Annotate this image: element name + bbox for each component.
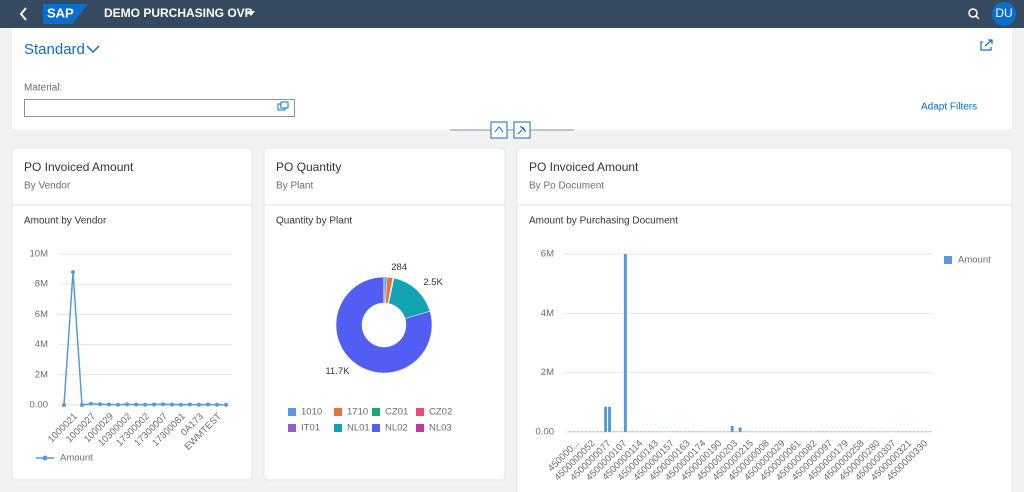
data-label: 11.7K	[325, 366, 350, 377]
legend-swatch	[334, 424, 342, 432]
y-tick-label: 0.00	[536, 427, 555, 438]
back-button[interactable]	[19, 7, 27, 21]
search-icon[interactable]	[968, 8, 978, 18]
y-tick-label: 2M	[35, 369, 48, 380]
legend-swatch	[288, 424, 296, 432]
data-label: 2.5K	[423, 277, 443, 288]
y-tick-label: 6M	[541, 249, 554, 260]
y-tick-label: 10M	[30, 249, 49, 260]
shell-bar	[0, 0, 1024, 28]
card-subtitle: By Plant	[276, 181, 313, 192]
y-tick-label: 2M	[541, 367, 554, 378]
variant-name[interactable]: Standard	[24, 41, 85, 58]
legend-label: NL02	[385, 423, 408, 434]
bar	[623, 254, 627, 432]
legend-label: Amount	[60, 453, 93, 464]
legend-dot	[42, 455, 48, 461]
card-subtitle: By Vendor	[24, 181, 71, 192]
y-tick-label: 8M	[35, 279, 48, 290]
point	[197, 402, 201, 407]
point	[224, 402, 228, 407]
card	[263, 147, 506, 481]
point	[62, 403, 66, 407]
point	[161, 402, 165, 407]
avatar-text: DU	[995, 6, 1012, 20]
legend-label: CZ01	[385, 407, 408, 418]
legend-swatch	[288, 408, 296, 416]
slice	[335, 276, 433, 374]
chart-title: Amount by Purchasing Document	[529, 216, 678, 227]
logo-text: SAP	[47, 5, 74, 20]
legend-label: 1710	[347, 407, 368, 418]
y-tick-label: 6M	[35, 309, 48, 320]
bar	[738, 427, 742, 432]
point	[206, 402, 210, 407]
legend-swatch	[372, 424, 380, 432]
legend-label: Amount	[958, 255, 991, 266]
point	[89, 401, 93, 406]
legend-swatch	[334, 408, 342, 416]
point	[179, 402, 183, 407]
point	[215, 402, 219, 407]
card	[516, 147, 1013, 492]
point	[134, 402, 138, 407]
search-icon-handle	[975, 15, 980, 20]
legend-swatch	[372, 408, 380, 416]
share-icon[interactable]	[980, 39, 993, 51]
value-help-icon-back	[280, 101, 289, 109]
y-tick-label: 0.00	[30, 400, 49, 411]
avatar[interactable]	[992, 2, 1016, 26]
data-label: 284	[391, 262, 407, 273]
legend-label: NL01	[347, 423, 370, 434]
point	[152, 402, 156, 407]
point	[170, 402, 174, 407]
point	[116, 402, 120, 407]
bar	[604, 406, 608, 432]
chart-title: Quantity by Plant	[276, 216, 352, 227]
legend-label: CZ02	[429, 407, 452, 418]
card-title: PO Invoiced Amount	[529, 160, 639, 174]
point	[143, 402, 147, 407]
legend-label: IT01	[301, 423, 320, 434]
variant-dropdown[interactable]	[86, 45, 100, 54]
legend-label: 1010	[301, 407, 322, 418]
card-subtitle: By Po Document	[529, 181, 604, 192]
point	[125, 402, 129, 407]
card-title: PO Quantity	[276, 160, 341, 174]
sap-logo	[43, 4, 88, 24]
card-title: PO Invoiced Amount	[24, 160, 134, 174]
point	[80, 403, 84, 407]
bar	[730, 426, 734, 432]
point	[107, 402, 111, 407]
y-tick-label: 4M	[541, 308, 554, 319]
chart-title: Amount by Vendor	[24, 216, 107, 227]
legend-label: NL03	[429, 423, 452, 434]
collapse-button[interactable]	[490, 121, 508, 139]
point	[71, 270, 75, 275]
app-title[interactable]: DEMO PURCHASING OVP	[104, 6, 253, 20]
y-tick-label: 4M	[35, 339, 48, 350]
collapse-icon	[494, 126, 504, 133]
bar	[608, 406, 612, 432]
pin-icon	[517, 125, 527, 135]
field-label: Material:	[24, 83, 62, 94]
legend-swatch	[416, 408, 424, 416]
legend-swatch	[944, 256, 952, 264]
adapt-filters[interactable]: Adapt Filters	[921, 102, 977, 113]
title-dropdown[interactable]	[247, 11, 255, 16]
legend-swatch	[416, 424, 424, 432]
material-input[interactable]	[24, 99, 295, 117]
point	[98, 402, 102, 407]
point	[188, 402, 192, 407]
